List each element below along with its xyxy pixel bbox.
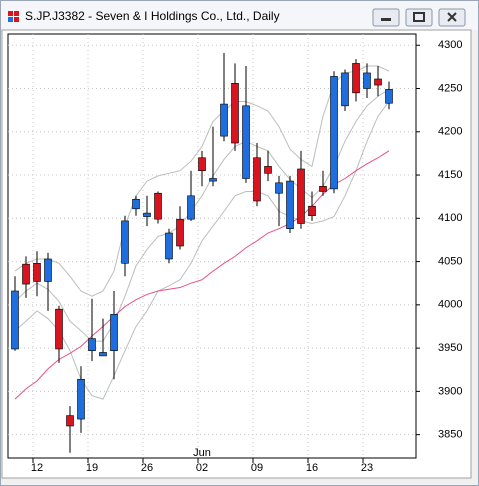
candle-body <box>121 220 129 264</box>
minimize-button[interactable] <box>372 8 400 27</box>
month-label: Jun <box>193 447 211 459</box>
window-icon <box>8 11 19 22</box>
y-tick-label: 3850 <box>438 429 462 441</box>
candle-body <box>308 205 316 217</box>
candle-body <box>286 180 294 229</box>
candle-body <box>220 103 228 137</box>
window-title: S.JP.J3382 - Seven & I Holdings Co., Ltd… <box>25 9 280 23</box>
maximize-button[interactable] <box>405 8 433 27</box>
candle-body <box>319 185 327 192</box>
y-tick-label: 4050 <box>438 255 462 267</box>
indicator-line <box>14 65 390 297</box>
candle-body <box>176 218 184 247</box>
candle-body <box>88 338 96 352</box>
candle-body <box>187 195 195 220</box>
x-tick-label: 09 <box>251 462 263 474</box>
x-tick-label: 16 <box>306 462 318 474</box>
x-tick-label: 12 <box>31 462 43 474</box>
y-tick-label: 4100 <box>438 212 462 224</box>
candle-body <box>385 89 393 104</box>
candle-body <box>374 78 382 86</box>
candle-body <box>33 263 41 282</box>
candle-body <box>352 63 360 94</box>
candle-body <box>22 263 30 285</box>
candle-body <box>143 212 151 217</box>
candle-body <box>242 105 250 179</box>
close-button[interactable] <box>438 8 466 27</box>
candle-body <box>99 352 107 357</box>
y-tick-label: 3900 <box>438 385 462 397</box>
candle-body <box>264 166 272 174</box>
y-tick-label: 3950 <box>438 342 462 354</box>
x-tick-label: 02 <box>196 462 208 474</box>
candle-body <box>231 83 239 144</box>
candle-body <box>209 178 217 182</box>
y-tick-label: 4200 <box>438 126 462 138</box>
candle-body <box>44 258 52 282</box>
candle-body <box>253 157 261 202</box>
x-tick-label: 26 <box>141 462 153 474</box>
candle-body <box>363 72 371 89</box>
candle-body <box>55 308 63 350</box>
y-tick-label: 4150 <box>438 169 462 181</box>
candle-body <box>165 232 173 260</box>
candle-body <box>275 182 283 194</box>
candle-body <box>110 314 118 352</box>
candle-body <box>154 192 162 220</box>
candle-body <box>341 72 349 107</box>
candle-body <box>297 168 305 224</box>
y-tick-label: 4300 <box>438 39 462 51</box>
indicator-line <box>14 101 390 400</box>
y-tick-label: 4250 <box>438 82 462 94</box>
candle-body <box>66 415 74 427</box>
candle-body <box>330 76 338 190</box>
x-tick-label: 23 <box>361 462 373 474</box>
y-tick-label: 4000 <box>438 299 462 311</box>
candle-body <box>132 198 140 210</box>
plot-area <box>7 33 417 459</box>
candle-body <box>11 290 19 350</box>
x-tick-label: 19 <box>86 462 98 474</box>
indicator-line <box>14 88 390 342</box>
candle-body <box>198 157 206 172</box>
candle-body <box>77 378 85 420</box>
